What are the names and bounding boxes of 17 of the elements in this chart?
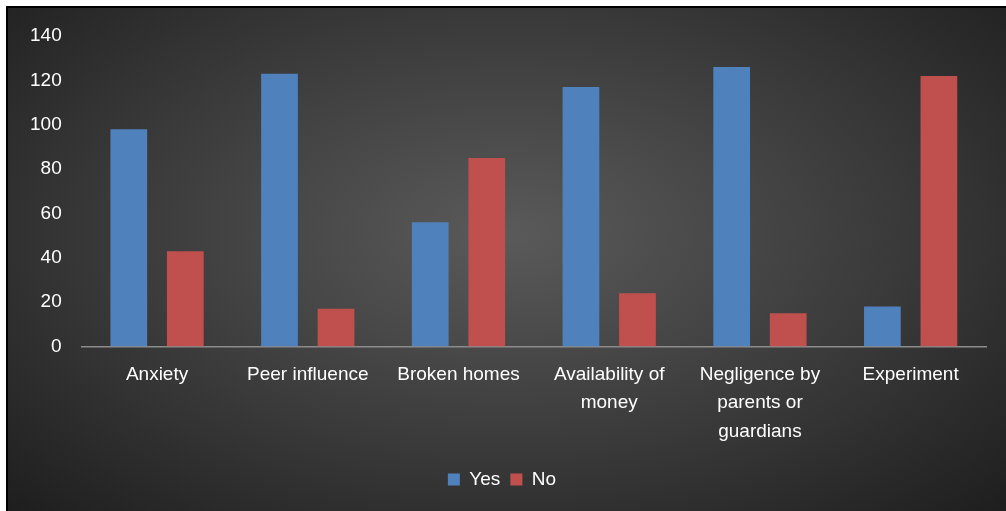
x-tick-label: Peer influence — [247, 362, 369, 384]
y-tick-label: 60 — [40, 201, 62, 223]
y-tick-label: 20 — [40, 290, 62, 312]
legend-label: Yes — [469, 467, 501, 489]
y-tick-label: 80 — [40, 157, 62, 179]
y-tick-label: 100 — [30, 112, 62, 134]
legend-label: No — [531, 467, 557, 489]
x-tick-label: Experiment — [862, 362, 960, 384]
y-tick-label: 140 — [30, 24, 62, 46]
y-tick-label: 40 — [40, 246, 62, 268]
y-tick-label: 120 — [30, 68, 62, 90]
y-tick-label: 0 — [51, 334, 62, 356]
x-tick-label: Anxiety — [125, 362, 189, 384]
x-tick-label: Availability of money — [553, 362, 666, 413]
x-tick-label: Broken homes — [397, 362, 520, 384]
x-tick-label: Negligence by parents or guardians — [699, 362, 821, 441]
chart-background: Yes No Anxiety Peer influence Broken homes Availability of money Negligence by parents or guardians Experiment 0 20 40 60 80 100 120 140 — [6, 6, 1006, 511]
